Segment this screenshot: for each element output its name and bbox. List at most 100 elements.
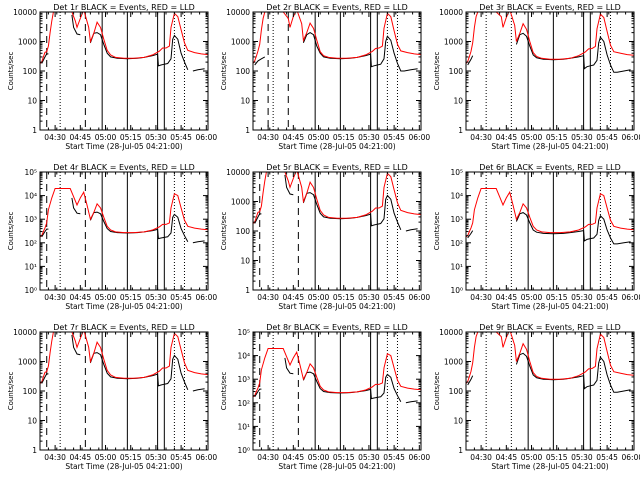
x-tick-label: 05:00 — [521, 293, 543, 302]
x-tick-label: 04:45 — [70, 293, 92, 302]
lld-series — [466, 188, 634, 238]
y-tick-label: 10 — [240, 257, 250, 266]
y-tick-label: 10¹ — [237, 422, 250, 431]
panel-7: 1 10 100 1000 10000 04:30 04:45 05:00 05:15 05:30… — [7, 323, 217, 471]
y-tick-label: 1 — [245, 126, 250, 135]
panel-2: 1 10 100 1000 10000 04:30 04:45 05:00 05:15 05:30… — [220, 3, 430, 151]
y-tick-label: 10⁰ — [237, 446, 250, 455]
x-tick-label: 05:15 — [120, 453, 142, 462]
y-tick-label: 100 — [449, 67, 464, 76]
x-tick-label: 05:15 — [333, 133, 355, 142]
plot-frame — [39, 331, 209, 451]
y-tick-label: 10⁴ — [450, 192, 463, 201]
x-axis-label: Start Time (28-Jul-05 04:21:00) — [278, 302, 395, 311]
y-tick-label: 10² — [237, 399, 250, 408]
x-tick-label: 06:00 — [196, 453, 218, 462]
y-tick-label: 10 — [453, 97, 463, 106]
y-tick-label: 1000 — [18, 358, 37, 367]
y-tick-label: 100 — [23, 387, 38, 396]
y-tick-label: 1 — [245, 286, 250, 295]
panel-title: Det 4r BLACK = Events, RED = LLD — [53, 163, 195, 172]
x-tick-label: 04:45 — [70, 453, 92, 462]
x-tick-label: 05:00 — [521, 453, 543, 462]
events-series — [41, 14, 205, 72]
events-series — [254, 357, 418, 404]
y-tick-label: 10¹ — [24, 262, 37, 271]
x-tick-label: 05:30 — [571, 453, 593, 462]
y-tick-label: 10² — [24, 239, 37, 248]
x-axis-label: Start Time (28-Jul-05 04:21:00) — [491, 462, 608, 471]
y-tick-label: 1000 — [444, 38, 463, 47]
panel-title: Det 1r BLACK = Events, RED = LLD — [53, 3, 195, 12]
y-tick-label: 10000 — [13, 328, 37, 337]
x-tick-label: 04:30 — [257, 453, 279, 462]
x-tick-label: 06:00 — [622, 293, 640, 302]
y-tick-label: 10 — [453, 417, 463, 426]
y-tick-label: 100 — [449, 387, 464, 396]
x-tick-label: 05:45 — [170, 453, 192, 462]
y-tick-label: 10 — [27, 97, 37, 106]
y-tick-label: 10³ — [450, 215, 463, 224]
x-axis-label: Start Time (28-Jul-05 04:21:00) — [65, 462, 182, 471]
time-markers — [46, 12, 185, 130]
events-series — [254, 174, 418, 232]
lld-series — [253, 172, 421, 224]
plot-frame — [252, 171, 422, 291]
y-tick-label: 10⁵ — [237, 328, 250, 337]
y-tick-label: 10000 — [13, 8, 37, 17]
x-axis-label: Start Time (28-Jul-05 04:21:00) — [65, 302, 182, 311]
time-markers — [485, 332, 611, 450]
x-tick-label: 05:30 — [571, 293, 593, 302]
x-tick-label: 06:00 — [622, 133, 640, 142]
x-tick-label: 05:30 — [145, 453, 167, 462]
panel-3: 1 10 100 1000 10000 04:30 04:45 05:00 05:15 05:30… — [433, 3, 640, 151]
x-tick-label: 05:45 — [170, 293, 192, 302]
y-tick-label: 10 — [27, 417, 37, 426]
y-tick-label: 10 — [240, 97, 250, 106]
y-tick-label: 1000 — [18, 38, 37, 47]
y-tick-label: 10⁵ — [24, 168, 37, 177]
time-markers — [46, 172, 185, 290]
y-tick-label: 1 — [32, 126, 37, 135]
x-tick-label: 06:00 — [409, 293, 431, 302]
x-tick-label: 05:45 — [596, 453, 618, 462]
x-tick-label: 04:30 — [470, 453, 492, 462]
x-tick-label: 04:45 — [496, 293, 518, 302]
lld-series — [40, 332, 208, 384]
x-tick-label: 05:15 — [333, 453, 355, 462]
y-tick-label: 10000 — [226, 168, 250, 177]
y-tick-label: 10² — [450, 239, 463, 248]
x-tick-label: 05:00 — [308, 133, 330, 142]
y-tick-label: 10⁵ — [450, 168, 463, 177]
y-tick-label: 10³ — [24, 215, 37, 224]
x-tick-label: 05:30 — [145, 293, 167, 302]
events-series — [41, 197, 205, 244]
lld-series — [40, 188, 208, 238]
x-tick-label: 05:15 — [546, 293, 568, 302]
panel-title: Det 3r BLACK = Events, RED = LLD — [479, 3, 621, 12]
y-axis-label: Counts/sec — [220, 52, 228, 91]
x-tick-label: 05:45 — [596, 133, 618, 142]
x-tick-label: 04:30 — [44, 133, 66, 142]
x-tick-label: 05:30 — [358, 133, 380, 142]
panel-title: Det 7r BLACK = Events, RED = LLD — [53, 323, 195, 332]
x-tick-label: 04:30 — [470, 133, 492, 142]
panel-5: 1 10 100 1000 10000 04:30 04:45 05:00 05:15 05:30… — [220, 163, 430, 311]
plot-frame — [39, 11, 209, 131]
plot-frame — [252, 11, 422, 131]
x-tick-label: 06:00 — [196, 133, 218, 142]
x-axis-label: Start Time (28-Jul-05 04:21:00) — [278, 462, 395, 471]
lld-series — [253, 348, 421, 398]
x-axis-label: Start Time (28-Jul-05 04:21:00) — [278, 142, 395, 151]
y-tick-label: 1 — [458, 446, 463, 455]
y-tick-label: 1000 — [444, 358, 463, 367]
x-tick-label: 05:00 — [308, 453, 330, 462]
x-tick-label: 05:45 — [596, 293, 618, 302]
events-series — [41, 334, 205, 392]
x-tick-label: 05:15 — [120, 293, 142, 302]
y-tick-label: 10⁰ — [450, 286, 463, 295]
time-markers — [259, 332, 398, 450]
plot-frame — [465, 331, 635, 451]
